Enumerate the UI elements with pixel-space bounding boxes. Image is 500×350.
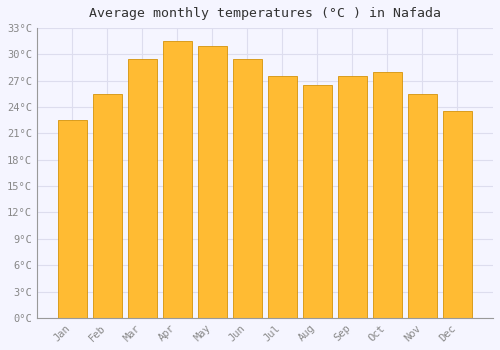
Bar	[338, 76, 368, 318]
Bar	[162, 41, 192, 318]
Title: Average monthly temperatures (°C ) in Nafada: Average monthly temperatures (°C ) in Na…	[89, 7, 441, 20]
Bar	[58, 120, 88, 318]
Bar	[268, 76, 298, 318]
Bar	[408, 94, 438, 318]
Bar	[232, 59, 262, 318]
Bar	[442, 112, 472, 318]
Bar	[128, 59, 158, 318]
Bar	[372, 72, 402, 318]
Bar	[302, 85, 332, 318]
Bar	[92, 94, 122, 318]
Bar	[198, 46, 228, 318]
